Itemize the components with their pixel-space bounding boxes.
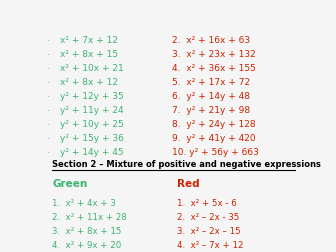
Text: Section 2 – Mixture of positive and negative expressions: Section 2 – Mixture of positive and nega… bbox=[52, 160, 321, 169]
Text: 3.  x² + 23x + 132: 3. x² + 23x + 132 bbox=[172, 50, 256, 59]
Text: ·: · bbox=[47, 148, 51, 158]
Text: Green: Green bbox=[52, 179, 88, 189]
Text: ·: · bbox=[47, 36, 51, 46]
Text: x² + 8x + 15: x² + 8x + 15 bbox=[60, 50, 118, 59]
Text: 8.  y² + 24y + 128: 8. y² + 24y + 128 bbox=[172, 120, 256, 129]
Text: y² + 14y + 45: y² + 14y + 45 bbox=[60, 148, 124, 157]
Text: 3.  x² – 2x – 15: 3. x² – 2x – 15 bbox=[177, 227, 241, 236]
Text: 4.  x² + 36x + 155: 4. x² + 36x + 155 bbox=[172, 64, 256, 73]
Text: ·: · bbox=[47, 134, 51, 144]
Text: 1.  x² + 4x + 3: 1. x² + 4x + 3 bbox=[52, 199, 116, 208]
Text: y² + 12y + 35: y² + 12y + 35 bbox=[60, 92, 124, 101]
Text: 4.  x² – 7x + 12: 4. x² – 7x + 12 bbox=[177, 241, 244, 250]
Text: 4.  x² + 9x + 20: 4. x² + 9x + 20 bbox=[52, 241, 122, 250]
Text: ·: · bbox=[47, 120, 51, 130]
Text: ·: · bbox=[47, 92, 51, 102]
Text: x² + 8x + 12: x² + 8x + 12 bbox=[60, 78, 118, 87]
Text: y² + 11y + 24: y² + 11y + 24 bbox=[60, 106, 124, 115]
Text: 3.  x² + 8x + 15: 3. x² + 8x + 15 bbox=[52, 227, 122, 236]
Text: 2.  x² + 11x + 28: 2. x² + 11x + 28 bbox=[52, 213, 127, 222]
Text: 7.  y² + 21y + 98: 7. y² + 21y + 98 bbox=[172, 106, 250, 115]
Text: x² + 10x + 21: x² + 10x + 21 bbox=[60, 64, 124, 73]
Text: y² + 10y + 25: y² + 10y + 25 bbox=[60, 120, 124, 129]
Text: 10. y² + 56y + 663: 10. y² + 56y + 663 bbox=[172, 148, 259, 157]
Text: 9.  y² + 41y + 420: 9. y² + 41y + 420 bbox=[172, 134, 256, 143]
Text: Red: Red bbox=[177, 179, 200, 189]
Text: ·: · bbox=[47, 50, 51, 60]
Text: ·: · bbox=[47, 78, 51, 88]
Text: x² + 7x + 12: x² + 7x + 12 bbox=[60, 36, 118, 45]
Text: 2.  x² – 2x - 35: 2. x² – 2x - 35 bbox=[177, 213, 240, 222]
Text: 5.  x² + 17x + 72: 5. x² + 17x + 72 bbox=[172, 78, 250, 87]
Text: y² + 15y + 36: y² + 15y + 36 bbox=[60, 134, 124, 143]
Text: ·: · bbox=[47, 64, 51, 74]
Text: ·: · bbox=[47, 106, 51, 116]
Text: 2.  x² + 16x + 63: 2. x² + 16x + 63 bbox=[172, 36, 250, 45]
Text: 1.  x² + 5x - 6: 1. x² + 5x - 6 bbox=[177, 199, 237, 208]
Text: 6.  y² + 14y + 48: 6. y² + 14y + 48 bbox=[172, 92, 250, 101]
